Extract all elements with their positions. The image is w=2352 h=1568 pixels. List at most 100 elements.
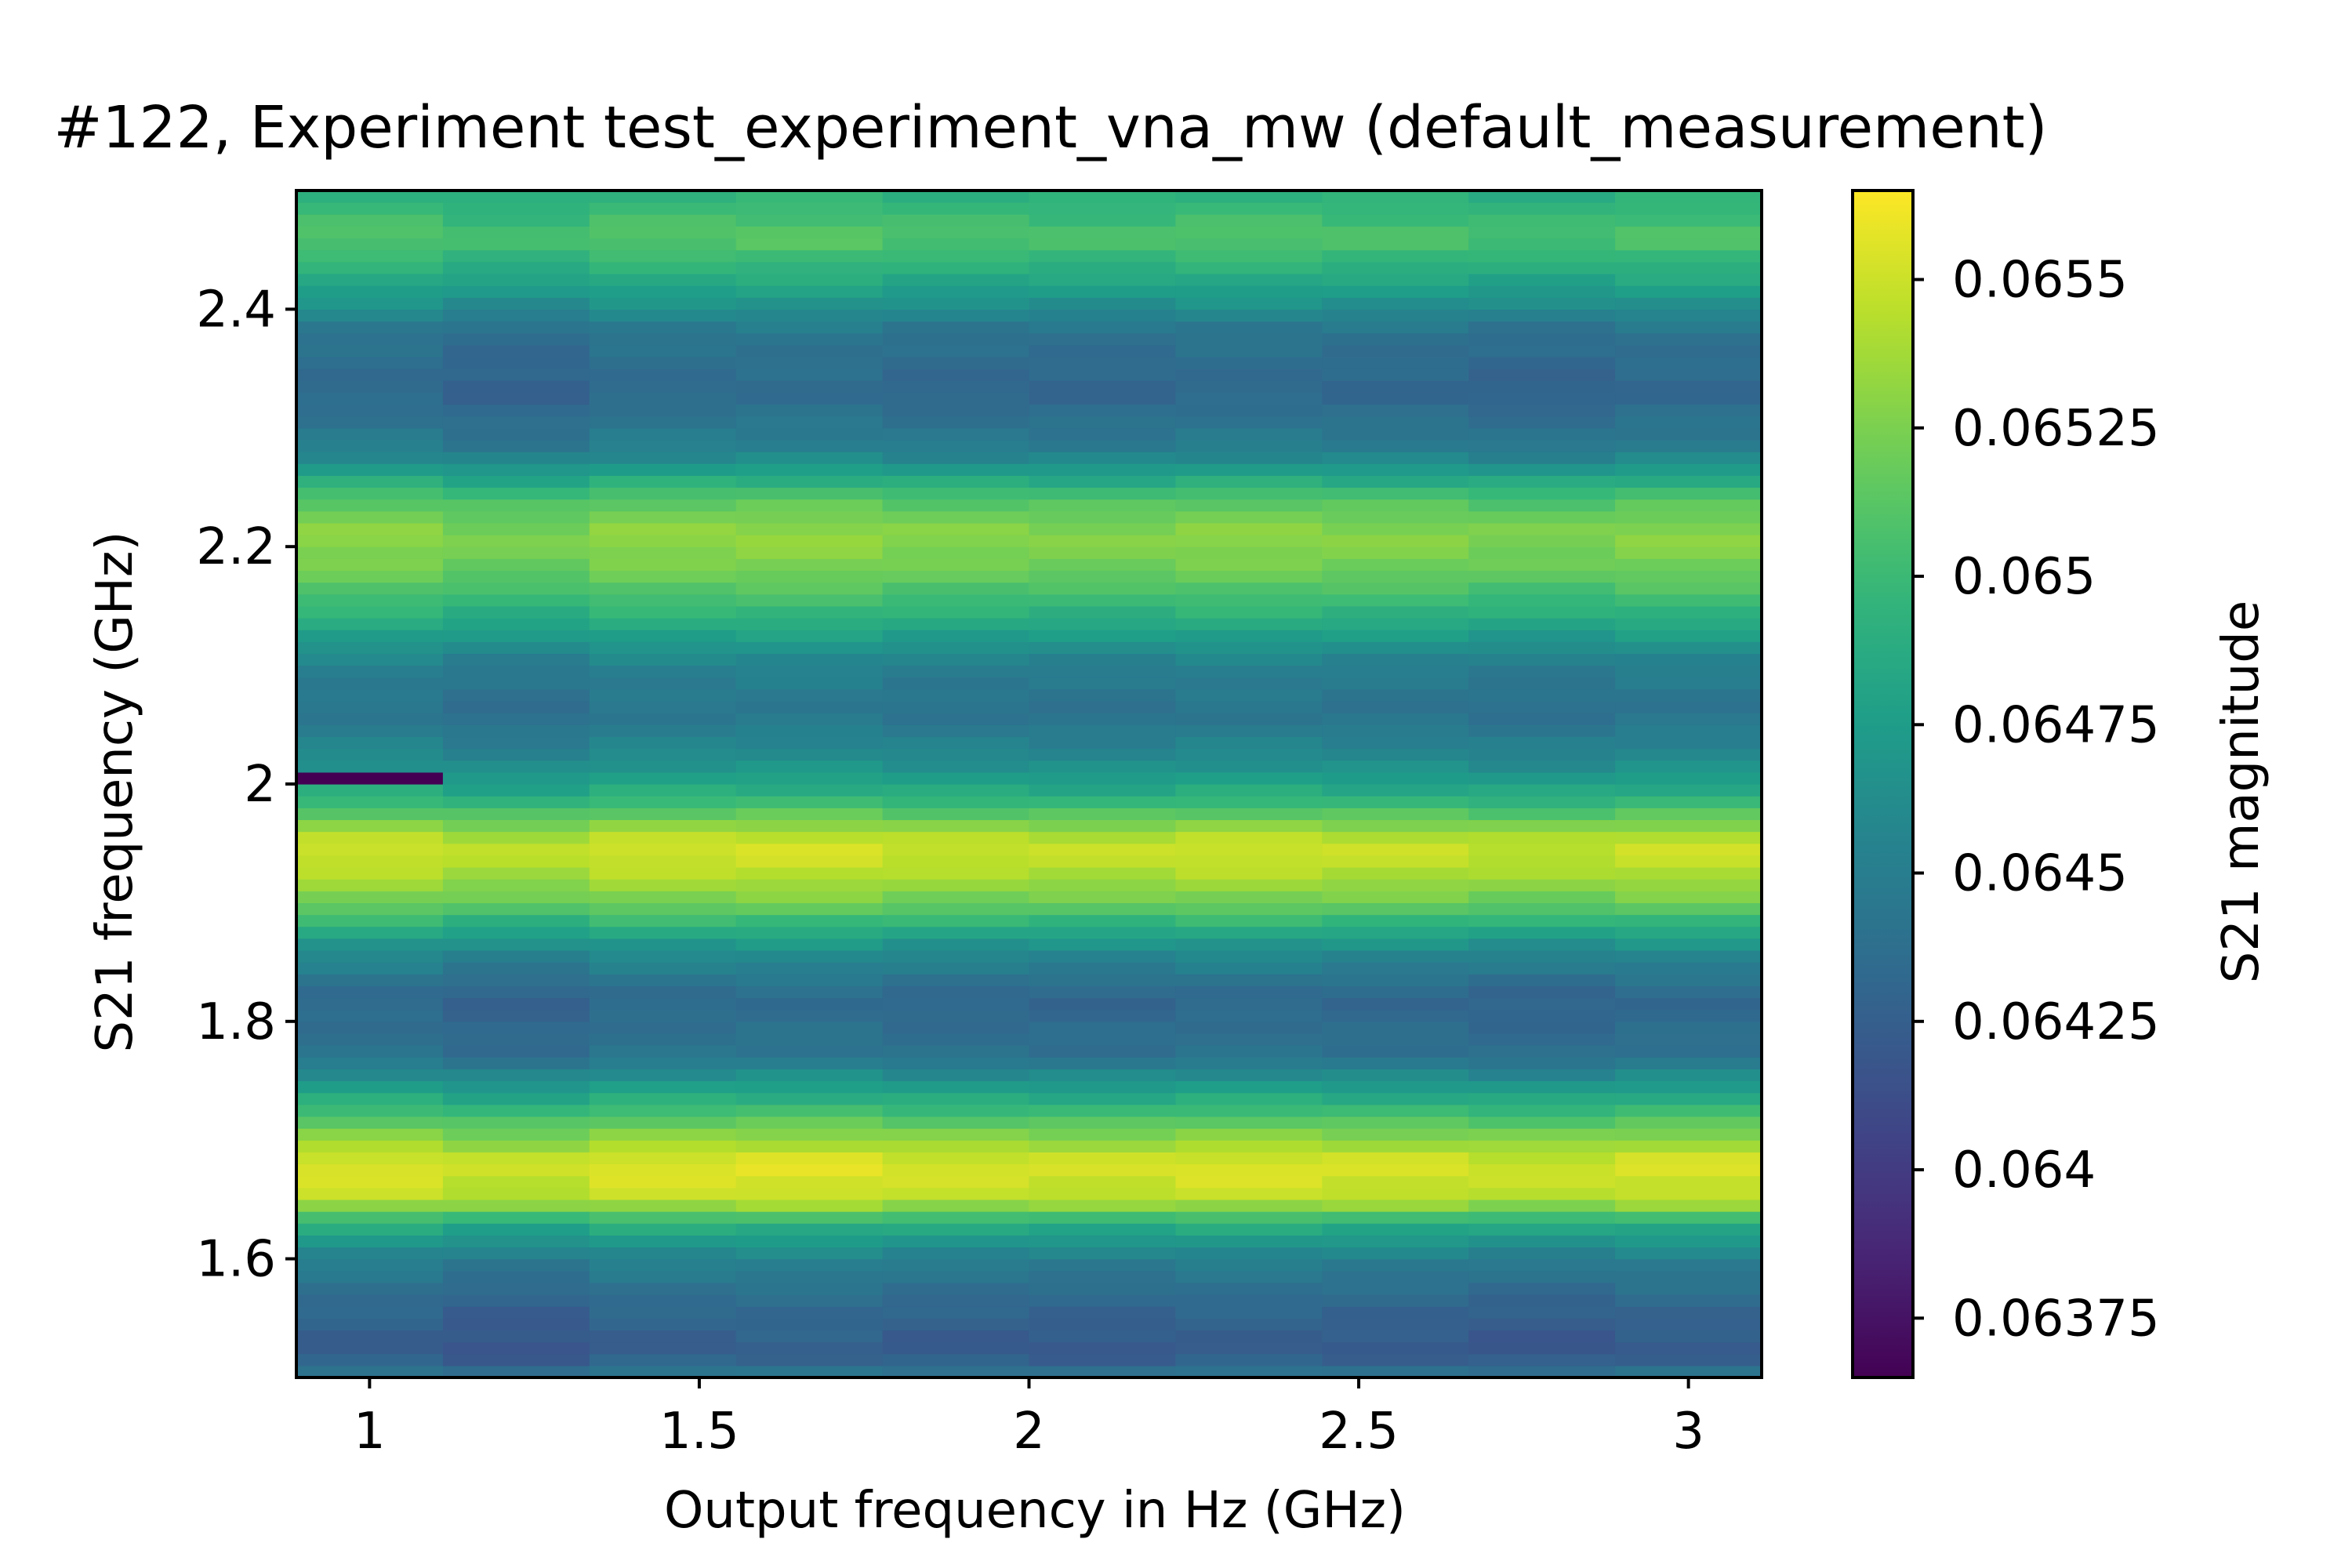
heatmap-cell xyxy=(442,463,590,476)
heatmap-cell xyxy=(1175,926,1323,939)
heatmap-cell xyxy=(1029,748,1176,761)
heatmap-cell xyxy=(735,641,884,655)
heatmap-cell xyxy=(296,879,444,891)
heatmap-cell xyxy=(1029,1045,1176,1058)
heatmap-cell xyxy=(1029,938,1176,951)
heatmap-cell xyxy=(882,665,1030,678)
heatmap-cell xyxy=(1615,736,1762,750)
heatmap-cell xyxy=(1615,1128,1762,1141)
heatmap-cell xyxy=(589,1128,737,1141)
heatmap-cell xyxy=(1615,688,1762,702)
heatmap-cell xyxy=(1468,949,1616,963)
heatmap-cell xyxy=(1615,1187,1762,1200)
heatmap-cell xyxy=(1029,452,1176,464)
heatmap-cell xyxy=(1615,510,1762,524)
heatmap-cell xyxy=(882,356,1030,369)
heatmap-cell xyxy=(442,736,590,750)
heatmap-cell xyxy=(296,618,444,630)
heatmap-cell xyxy=(442,1009,590,1022)
heatmap-cell xyxy=(442,771,590,785)
heatmap-cell xyxy=(1029,1247,1176,1260)
colorbar-label: S21 magnitude xyxy=(2212,601,2270,984)
heatmap-cell xyxy=(589,630,737,642)
heatmap-cell xyxy=(1029,1128,1176,1141)
heatmap-cell xyxy=(296,985,444,999)
heatmap-cell xyxy=(1175,1341,1323,1355)
heatmap-cell xyxy=(1468,879,1616,891)
heatmap-cell xyxy=(1175,1152,1323,1165)
heatmap-cell xyxy=(1029,416,1176,429)
heatmap-cell xyxy=(442,1341,590,1355)
heatmap-cell xyxy=(735,1199,884,1212)
heatmap-cell xyxy=(1175,1092,1323,1105)
heatmap-cell xyxy=(735,843,884,856)
heatmap-cell xyxy=(735,1140,884,1152)
heatmap-cell xyxy=(589,546,737,559)
heatmap-cell xyxy=(442,273,590,286)
heatmap-cell xyxy=(1175,724,1323,738)
heatmap-cell xyxy=(1029,1235,1176,1248)
heatmap-cell xyxy=(1615,949,1762,963)
heatmap-cell xyxy=(1029,736,1176,750)
heatmap-cell xyxy=(1322,1318,1469,1331)
heatmap-cell xyxy=(1029,546,1176,559)
heatmap-cell xyxy=(589,724,737,738)
heatmap-cell xyxy=(1615,191,1762,203)
heatmap-cell xyxy=(1615,653,1762,666)
heatmap-cell xyxy=(735,962,884,975)
heatmap-cell xyxy=(1468,1341,1616,1355)
heatmap-cell xyxy=(1175,1365,1323,1378)
heatmap-cell xyxy=(589,214,737,227)
heatmap-cell xyxy=(589,879,737,891)
heatmap-cell xyxy=(1615,1045,1762,1058)
heatmap-cell xyxy=(1468,558,1616,572)
heatmap-cell xyxy=(882,855,1030,868)
heatmap-cell xyxy=(1029,843,1176,856)
heatmap-cell xyxy=(882,949,1030,963)
heatmap-cell xyxy=(735,427,884,441)
heatmap-cell xyxy=(882,926,1030,939)
heatmap-cell xyxy=(589,974,737,986)
heatmap-cell xyxy=(1615,535,1762,547)
heatmap-cell xyxy=(589,463,737,476)
heatmap-cell xyxy=(1468,285,1616,298)
heatmap-cell xyxy=(1029,1104,1176,1117)
heatmap-cell xyxy=(1029,760,1176,773)
heatmap-cell xyxy=(442,439,590,452)
heatmap-cell xyxy=(882,866,1030,880)
heatmap-cell xyxy=(882,1353,1030,1367)
heatmap-cell xyxy=(442,332,590,346)
heatmap-cell xyxy=(735,985,884,999)
heatmap-cell xyxy=(1468,1009,1616,1022)
heatmap-cell xyxy=(589,653,737,666)
heatmap-cell xyxy=(735,1235,884,1248)
heatmap-cell xyxy=(1322,736,1469,750)
heatmap-cell xyxy=(1322,214,1469,227)
heatmap-cell xyxy=(735,226,884,239)
heatmap-cell xyxy=(1468,1211,1616,1224)
heatmap-cell xyxy=(882,1092,1030,1105)
heatmap-cell xyxy=(1029,404,1176,417)
heatmap-cell xyxy=(882,535,1030,547)
heatmap-cell xyxy=(296,808,444,821)
heatmap-cell xyxy=(589,949,737,963)
heatmap-cell xyxy=(1029,630,1176,642)
heatmap-cell xyxy=(882,1069,1030,1082)
heatmap-cell xyxy=(735,748,884,761)
heatmap-cell xyxy=(735,688,884,702)
heatmap-cell xyxy=(1175,1116,1323,1129)
heatmap-cell xyxy=(882,463,1030,476)
heatmap-cell xyxy=(1468,1270,1616,1283)
heatmap-cell xyxy=(882,879,1030,891)
heatmap-cell xyxy=(1615,452,1762,464)
heatmap-cell xyxy=(1322,1223,1469,1236)
heatmap-cell xyxy=(1468,677,1616,690)
heatmap-cell xyxy=(1322,380,1469,393)
heatmap-cell xyxy=(1175,546,1323,559)
y-tick-label: 2.4 xyxy=(196,281,276,339)
heatmap-cell xyxy=(1322,226,1469,239)
heatmap-cell xyxy=(1029,309,1176,322)
heatmap-cell xyxy=(1029,1318,1176,1331)
heatmap-cell xyxy=(1175,1140,1323,1152)
heatmap-cell xyxy=(589,1175,737,1189)
